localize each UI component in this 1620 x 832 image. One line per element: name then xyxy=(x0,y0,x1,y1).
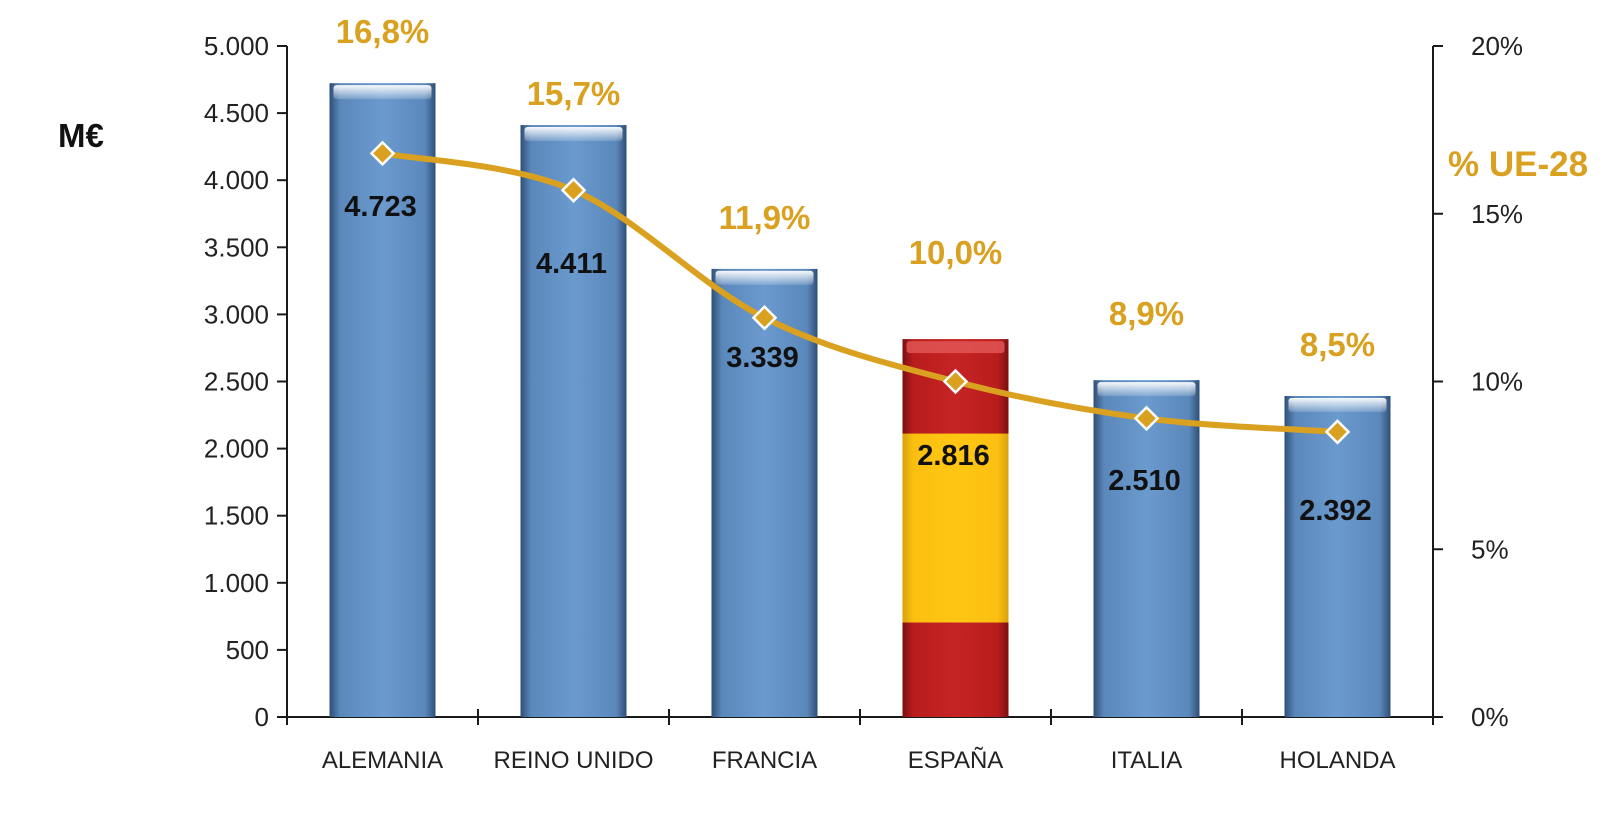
bar-body xyxy=(711,268,818,717)
value-label: 4.411 xyxy=(536,248,607,280)
bars xyxy=(329,83,1391,717)
share-point-marker xyxy=(942,368,969,395)
x-tick-label: REINO UNIDO xyxy=(493,747,653,774)
share-point-marker xyxy=(560,177,587,204)
x-tick-label: ESPAÑA xyxy=(908,747,1004,774)
y-axis-title: M€ xyxy=(58,117,104,154)
bar xyxy=(1093,380,1200,717)
share-line xyxy=(369,140,1351,445)
x-tick-label: ALEMANIA xyxy=(322,747,443,774)
bar-body xyxy=(1093,380,1200,717)
y2-tick-label: 0% xyxy=(1471,702,1509,732)
bar-yellow-band xyxy=(902,433,1009,623)
share-label: 8,9% xyxy=(1109,295,1184,332)
x-tick-label: FRANCIA xyxy=(712,747,817,774)
bar-body xyxy=(1284,395,1391,717)
y-tick-label: 3.500 xyxy=(204,232,269,262)
share-label: 16,8% xyxy=(336,13,430,50)
y2-tick-label: 5% xyxy=(1471,534,1509,564)
y-tick-label: 500 xyxy=(226,635,269,665)
bar xyxy=(520,125,627,717)
share-point-marker xyxy=(1324,419,1351,445)
bar-top-highlight xyxy=(906,341,1005,354)
y2-tick-label: 20% xyxy=(1471,31,1523,61)
bar-espana xyxy=(902,339,1009,717)
share-label: 15,7% xyxy=(527,75,621,112)
y-tick-label: 5.000 xyxy=(204,31,269,61)
share-label: 10,0% xyxy=(909,234,1003,271)
bar-top-highlight xyxy=(1288,397,1387,412)
bar-top-highlight xyxy=(715,270,814,285)
y-tick-label: 2.500 xyxy=(204,367,269,397)
y-tick-label: 3.000 xyxy=(204,299,269,329)
bar xyxy=(1284,395,1391,717)
value-label: 3.339 xyxy=(726,342,799,374)
bar xyxy=(711,268,818,717)
data-labels: 16,8% 15,7% 11,9% 10,0% 8,9% 8,5% 4.723 4.411 3.… xyxy=(336,13,1375,527)
y-tick-label: 1.000 xyxy=(204,568,269,598)
axes: 0 500 1.000 1.500 2.000 2.500 3.000 3.500 4.000 4… xyxy=(204,31,1523,774)
y-tick-label: 0 xyxy=(255,702,269,732)
value-label: 2.392 xyxy=(1299,495,1372,527)
bar-body xyxy=(520,125,627,717)
y-tick-label: 4.500 xyxy=(204,98,269,128)
x-tick-label: ITALIA xyxy=(1111,747,1183,774)
share-point-marker xyxy=(751,304,778,331)
share-line-path xyxy=(379,150,1341,435)
bar-top-highlight xyxy=(1097,382,1196,397)
share-point-marker xyxy=(1133,405,1160,432)
bar xyxy=(329,83,436,717)
bar-top-highlight xyxy=(333,85,432,100)
y2-tick-label: 10% xyxy=(1471,367,1523,397)
bar-body xyxy=(329,83,436,717)
y2-tick-label: 15% xyxy=(1471,199,1523,229)
y-tick-label: 4.000 xyxy=(204,165,269,195)
value-label: 4.723 xyxy=(344,191,417,223)
x-tick-label: HOLANDA xyxy=(1279,747,1395,774)
share-label: 8,5% xyxy=(1300,326,1375,363)
share-point-marker xyxy=(369,140,396,167)
bar-top-highlight xyxy=(524,127,623,142)
value-label: 2.816 xyxy=(917,440,990,472)
y-tick-label: 2.000 xyxy=(204,434,269,464)
value-label: 2.510 xyxy=(1108,465,1181,497)
y-tick-label: 1.500 xyxy=(204,501,269,531)
y2-axis-title: % UE-28 xyxy=(1448,145,1588,184)
share-label: 11,9% xyxy=(719,199,811,236)
